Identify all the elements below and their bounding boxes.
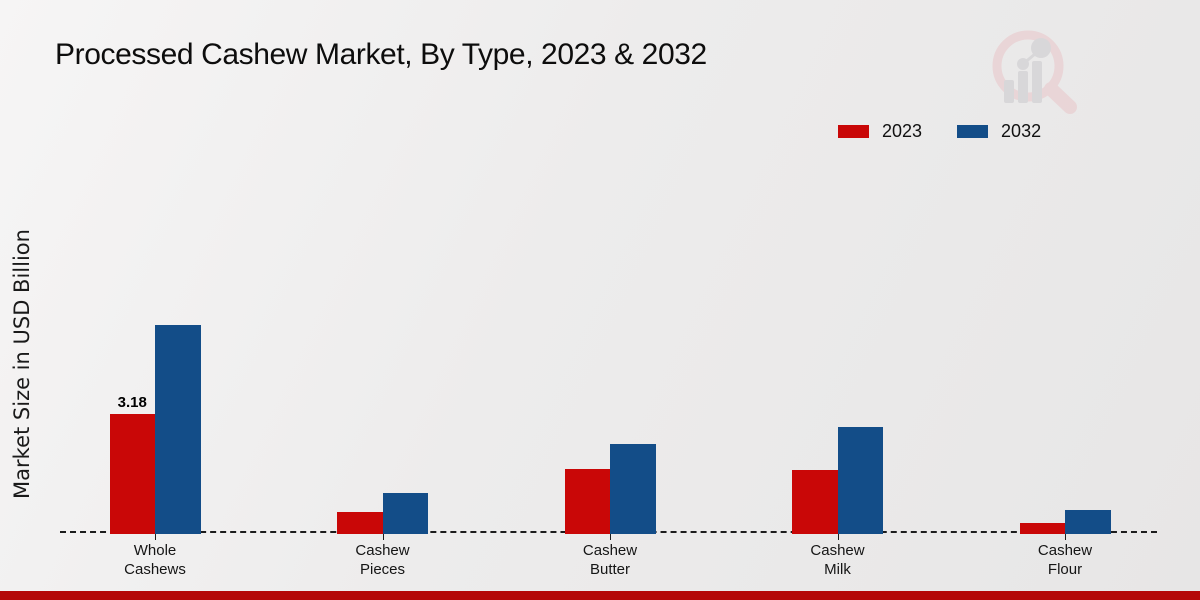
logo-dot-large-icon: [1031, 38, 1051, 58]
magnifier-handle-icon: [1044, 82, 1077, 114]
legend-swatch-2032: [957, 125, 989, 138]
bar-value-label: 3.18: [117, 394, 147, 411]
x-tick-cashew-pieces: [382, 534, 384, 540]
bar-2023-whole-cashews: [109, 413, 155, 534]
x-label-cashew-milk: Cashew Milk: [810, 542, 865, 578]
bar-2032-cashew-flour: [1065, 510, 1111, 534]
bar-2023-cashew-butter: [564, 468, 610, 534]
x-label-cashew-flour: Cashew Flour: [1037, 542, 1093, 578]
legend-item-2023: 2023: [838, 121, 922, 142]
mrfr-logo-watermark: [992, 30, 1077, 114]
bar-2032-cashew-milk: [837, 426, 883, 534]
bar-2032-cashew-butter: [610, 444, 656, 534]
legend-swatch-2023: [838, 125, 869, 138]
logo-bar-medium-icon: [1018, 71, 1028, 103]
logo-dot-small-icon: [1017, 58, 1029, 70]
x-label-whole-cashews: Whole Cashews: [124, 542, 186, 578]
legend: 2023 2032: [838, 121, 1041, 142]
bar-2032-whole-cashews: [155, 325, 201, 534]
logo-bar-small-icon: [1004, 80, 1014, 103]
legend-label-2032: 2032: [1001, 121, 1042, 141]
logo-bar-tall-icon: [1032, 61, 1042, 103]
bar-2023-cashew-flour: [1019, 522, 1065, 534]
chart-title: Processed Cashew Market, By Type, 2023 &…: [55, 38, 707, 71]
legend-item-2032: 2032: [957, 121, 1041, 142]
bar-2023-cashew-milk: [792, 469, 838, 534]
bar-2032-cashew-pieces: [382, 493, 428, 534]
x-tick-whole-cashews: [155, 534, 156, 540]
x-label-cashew-pieces: Cashew Pieces: [355, 542, 410, 578]
x-tick-cashew-flour: [1065, 534, 1066, 540]
x-tick-cashew-milk: [837, 534, 839, 540]
bar-2023-cashew-pieces: [337, 512, 383, 534]
legend-label-2023: 2023: [882, 121, 923, 141]
x-label-cashew-butter: Cashew Butter: [582, 542, 638, 578]
x-tick-cashew-butter: [610, 534, 611, 540]
footer-accent-bar: [0, 591, 1200, 600]
